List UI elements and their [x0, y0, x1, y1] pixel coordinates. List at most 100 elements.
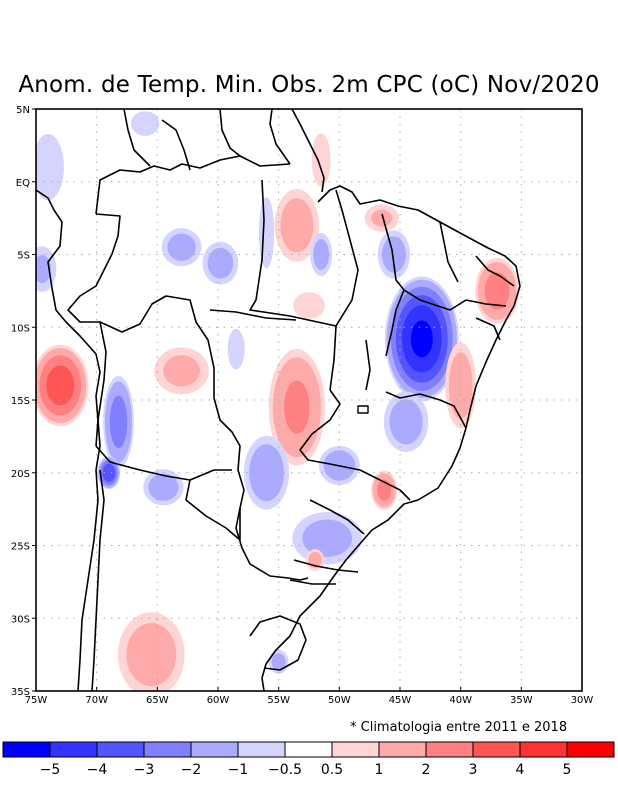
contour-level: [249, 444, 284, 502]
country-borders: [36, 109, 521, 691]
chart-title: Anom. de Temp. Min. Obs. 2m CPC (oC) Nov…: [18, 72, 600, 98]
border-tocantins: [365, 339, 371, 391]
colorbar-swatch: [49, 741, 98, 758]
x-tick-label: 50W: [328, 695, 351, 706]
colorbar-swatch: [425, 741, 474, 758]
colorbar-label: 4: [516, 762, 525, 778]
border-bahia: [403, 289, 467, 311]
contour-level: [36, 254, 51, 284]
anomaly-bolivia-central-warm: [154, 347, 209, 395]
border-venezuela: [123, 109, 151, 167]
x-tick-label: 65W: [146, 695, 169, 706]
anomaly-roraima-cold: [130, 111, 160, 136]
x-tick-label: 55W: [267, 695, 290, 706]
contour-level: [389, 399, 423, 445]
x-tick-label: 40W: [449, 695, 472, 706]
contour-level: [227, 328, 245, 370]
colorbar-swatch: [143, 741, 192, 758]
colorbar: −5 −4 −3 −2 −1 −0.5 0.5 1 2 3 4 5: [2, 741, 615, 778]
contour-level: [311, 133, 331, 187]
anomaly-nordeste-bahia-south-cold: [383, 391, 429, 453]
coastline-amapa: [291, 109, 325, 193]
colorbar-swatch: [331, 741, 380, 758]
x-tick-label: 70W: [85, 695, 108, 706]
contour-level: [130, 111, 160, 136]
border-french-guiana: [269, 109, 291, 165]
border-sp-parana: [309, 499, 365, 535]
anomaly-para-north-warm: [274, 189, 320, 262]
contour-level: [448, 352, 473, 419]
border-piaui-bahia: [385, 289, 405, 357]
federal-district: [357, 405, 369, 414]
colorbar-label: −4: [87, 762, 108, 778]
border-nordeste-3: [475, 317, 501, 341]
coastline-pacific: [36, 189, 101, 691]
colorbar-label: −5: [40, 762, 61, 778]
x-axis: 75W 70W 65W 60W 55W 50W 45W 40W 35W 30W: [25, 687, 594, 706]
colorbar-swatch: [472, 741, 521, 758]
contour-level: [410, 320, 433, 358]
y-tick-label: 10S: [11, 323, 30, 334]
y-tick-label: 5S: [17, 251, 30, 262]
border-mato-grosso: [209, 309, 297, 321]
border-goias: [299, 389, 341, 465]
border-bahia-south: [385, 391, 467, 429]
colorbar-label: 5: [563, 762, 572, 778]
anomaly-maranhao-cold: [377, 230, 411, 279]
anomaly-shading: [36, 111, 519, 691]
anomaly-maranhao-coast-warm: [364, 204, 399, 232]
x-tick-label: 75W: [25, 695, 48, 706]
border-uruguay: [249, 615, 307, 671]
border-bolivia-peru: [95, 321, 107, 447]
colorbar-label: −0.5: [268, 762, 302, 778]
border-argentina-chile: [91, 469, 105, 691]
colorbar-label: −3: [134, 762, 155, 778]
contour-level: [371, 209, 393, 227]
y-axis: 5N EQ 5S 10S 15S 20S 25S 30S 35S: [11, 105, 36, 698]
border-brazil-north: [95, 155, 291, 215]
colorbar-swatch: [190, 741, 239, 758]
contour-level: [293, 292, 325, 319]
border-paraguay: [185, 479, 241, 541]
border-guyana: [161, 119, 191, 171]
contour-level: [167, 233, 196, 261]
colorbar-swatch: [96, 741, 145, 758]
colorbar-swatch: [2, 741, 51, 758]
coastline: [261, 185, 521, 691]
anomaly-argentina-central-warm: [117, 612, 185, 691]
y-tick-label: EQ: [16, 178, 30, 189]
border-bolivia-south: [95, 445, 232, 481]
colorbar-label: −1: [228, 762, 249, 778]
border-mg-sp: [329, 463, 411, 501]
climatology-note: * Climatologia entre 2011 e 2018: [350, 720, 568, 735]
colorbar-label: 1: [375, 762, 384, 778]
border-parana-sc: [293, 559, 359, 573]
y-tick-label: 15S: [11, 396, 30, 407]
anomaly-peru-south-warm: [36, 344, 89, 427]
anomaly-mato-grosso-sul-cold: [244, 435, 290, 510]
colorbar-label: 3: [469, 762, 478, 778]
contour-level: [102, 463, 116, 482]
anomaly-amazonas-cold-1: [161, 228, 202, 267]
y-tick-label: 20S: [11, 469, 30, 480]
anomaly-amazonas-cold-2: [202, 241, 239, 285]
contour-level: [36, 134, 64, 201]
y-tick-label: 25S: [11, 542, 30, 553]
anomaly-amapa-warm: [311, 133, 331, 187]
anomaly-sao-paulo-warm: [371, 470, 398, 510]
anomaly-parana-cold: [292, 511, 362, 565]
y-tick-label: 5N: [16, 105, 30, 116]
contour-level: [377, 479, 392, 501]
colorbar-swatch: [519, 741, 568, 758]
border-maranhao-piaui: [381, 213, 405, 291]
gridlines: [36, 109, 582, 691]
x-tick-label: 30W: [571, 695, 594, 706]
colorbar-swatch: [284, 741, 333, 758]
contour-level: [484, 272, 510, 310]
border-sc-rs: [289, 579, 336, 585]
x-tick-label: 45W: [389, 695, 412, 706]
contour-level: [207, 247, 234, 279]
contour-level: [280, 198, 314, 253]
border-amazonas-para: [249, 179, 337, 327]
